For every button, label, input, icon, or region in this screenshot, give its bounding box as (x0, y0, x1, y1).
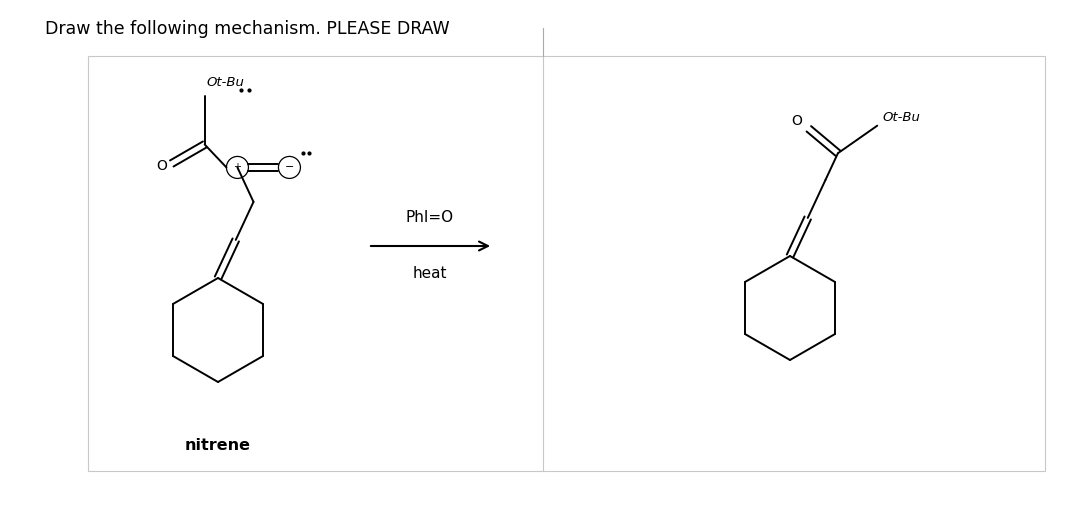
Text: nitrene: nitrene (185, 438, 251, 454)
Text: heat: heat (413, 267, 447, 281)
Text: −: − (285, 163, 294, 172)
Text: O: O (157, 160, 167, 174)
Text: Ot-Bu: Ot-Bu (882, 111, 920, 124)
Text: Ot-Bu: Ot-Bu (206, 76, 244, 89)
Text: Draw the following mechanism. PLEASE DRAW: Draw the following mechanism. PLEASE DRA… (45, 20, 449, 38)
Bar (87, 56, 1045, 471)
Text: PhI=O: PhI=O (406, 210, 454, 226)
Text: +: + (233, 163, 242, 172)
Text: O: O (792, 114, 802, 128)
